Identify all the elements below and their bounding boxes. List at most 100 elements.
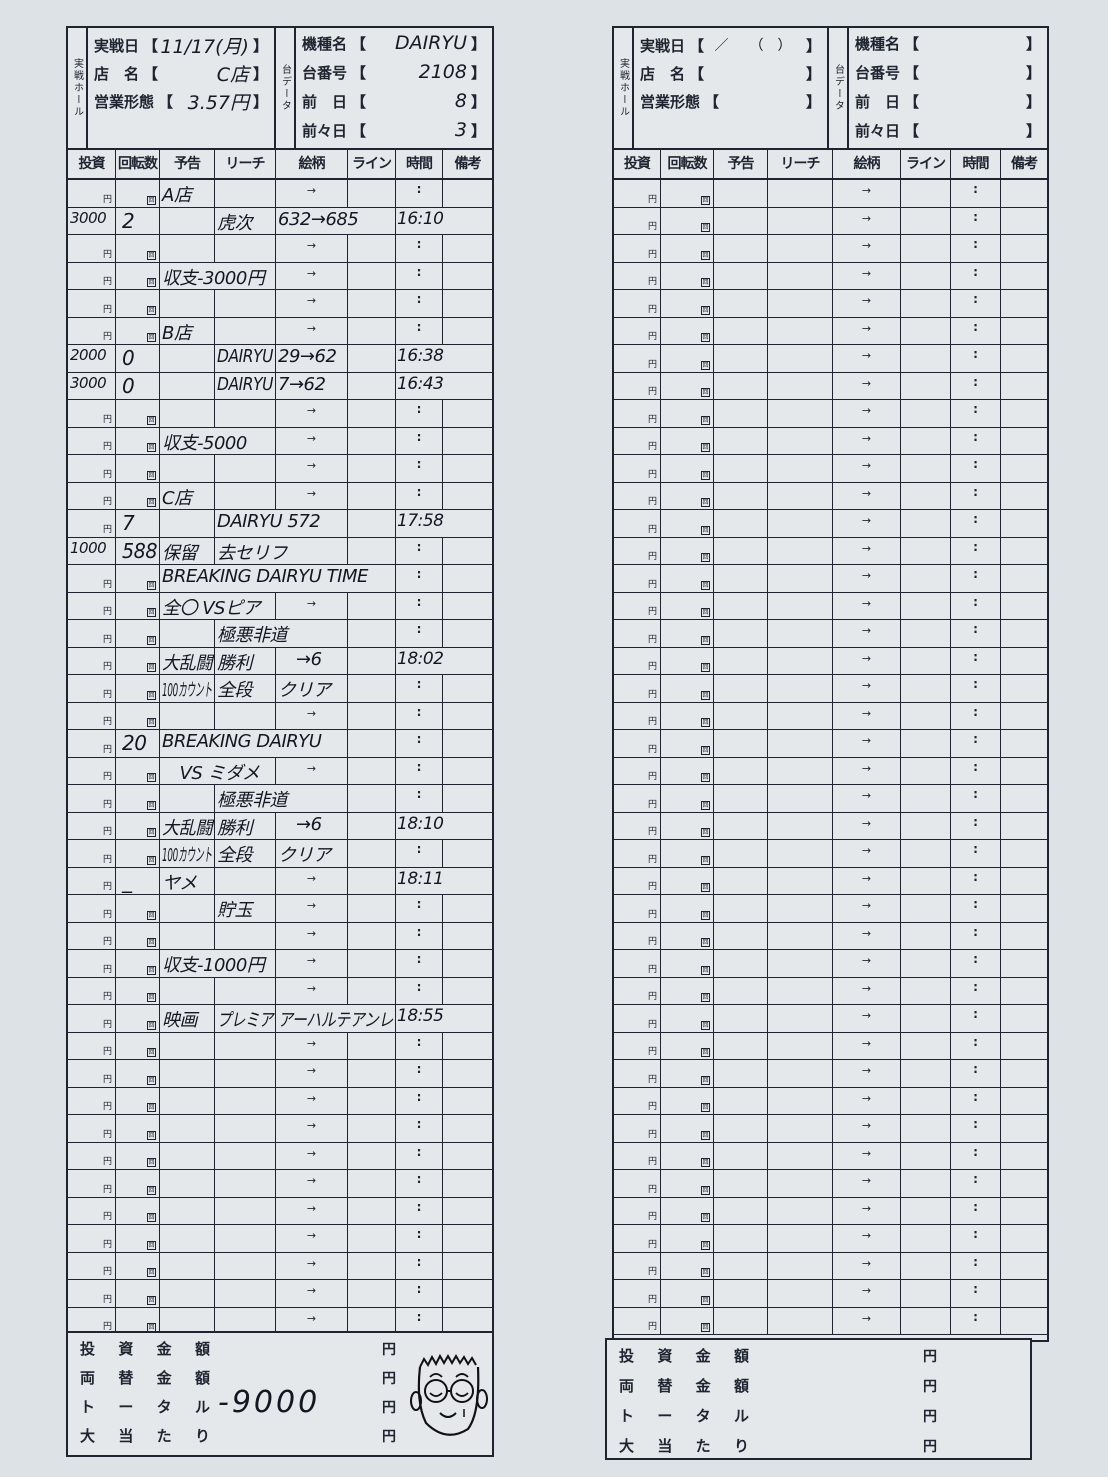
reach-cell[interactable] bbox=[768, 1005, 833, 1032]
reach-cell[interactable]: 全段 bbox=[215, 675, 276, 702]
pattern-cell[interactable]: → bbox=[833, 1252, 901, 1279]
preview-cell[interactable] bbox=[714, 1032, 768, 1059]
pattern-cell[interactable]: → bbox=[833, 455, 901, 482]
reach-cell[interactable] bbox=[215, 235, 276, 262]
spins-cell[interactable]: 回 bbox=[661, 867, 714, 894]
notes-cell[interactable] bbox=[1001, 1225, 1047, 1252]
preview-cell[interactable]: 全〇 VSピア bbox=[160, 592, 276, 619]
prev-day-field[interactable]: 前 日【 】 bbox=[855, 88, 1041, 114]
investment-cell[interactable]: 円 bbox=[614, 565, 661, 592]
spins-cell[interactable]: 回 bbox=[116, 317, 160, 344]
preview-cell[interactable] bbox=[160, 1170, 215, 1197]
time-cell[interactable]: 18:10 bbox=[396, 813, 492, 840]
spins-cell[interactable]: 回 bbox=[116, 1252, 160, 1279]
spins-cell[interactable]: 回 bbox=[116, 1170, 160, 1197]
spins-cell[interactable]: 回 bbox=[116, 592, 160, 619]
time-cell[interactable]: : bbox=[396, 1142, 443, 1169]
time-cell[interactable]: : bbox=[951, 702, 1001, 729]
investment-cell[interactable]: 円 bbox=[614, 345, 661, 372]
pattern-cell[interactable]: → bbox=[833, 565, 901, 592]
notes-cell[interactable] bbox=[443, 1280, 492, 1307]
preview-cell[interactable]: 大乱闘 bbox=[160, 812, 215, 839]
spins-cell[interactable]: 回 bbox=[116, 180, 160, 207]
pattern-cell[interactable]: 632→685 bbox=[276, 207, 396, 234]
time-cell[interactable]: : bbox=[951, 262, 1001, 289]
time-cell[interactable]: 18:02 bbox=[396, 648, 492, 675]
notes-cell[interactable] bbox=[1001, 1280, 1047, 1307]
pattern-cell[interactable]: → bbox=[276, 400, 348, 427]
notes-cell[interactable] bbox=[1001, 235, 1047, 262]
investment-cell[interactable]: 円 bbox=[614, 867, 661, 894]
time-cell[interactable]: : bbox=[951, 565, 1001, 592]
notes-cell[interactable] bbox=[1001, 345, 1047, 372]
investment-cell[interactable]: 円 bbox=[614, 785, 661, 812]
time-cell[interactable]: : bbox=[396, 1197, 443, 1224]
time-cell[interactable]: : bbox=[396, 1307, 443, 1334]
investment-cell[interactable]: 円 bbox=[614, 977, 661, 1004]
time-cell[interactable]: : bbox=[951, 785, 1001, 812]
notes-cell[interactable] bbox=[1001, 1253, 1047, 1280]
time-cell[interactable]: : bbox=[951, 1087, 1001, 1114]
time-cell[interactable]: : bbox=[951, 455, 1001, 482]
investment-cell[interactable]: 円 bbox=[68, 1115, 116, 1142]
preview-cell[interactable] bbox=[160, 400, 215, 427]
line-cell[interactable] bbox=[901, 592, 951, 619]
investment-cell[interactable]: 3000 bbox=[68, 207, 116, 234]
line-cell[interactable] bbox=[348, 1060, 396, 1087]
investment-cell[interactable]: 円 bbox=[614, 592, 661, 619]
pattern-cell[interactable]: → bbox=[833, 235, 901, 262]
investment-cell[interactable]: 円 bbox=[68, 620, 116, 647]
spins-cell[interactable]: 回 bbox=[661, 1225, 714, 1252]
pattern-cell[interactable]: → bbox=[833, 262, 901, 289]
time-cell[interactable]: : bbox=[951, 1197, 1001, 1224]
notes-cell[interactable] bbox=[1001, 208, 1047, 235]
pattern-cell[interactable]: → bbox=[833, 647, 901, 674]
time-cell[interactable]: : bbox=[951, 977, 1001, 1004]
reach-cell[interactable] bbox=[768, 345, 833, 372]
preview-cell[interactable]: C店 bbox=[160, 482, 215, 509]
preview-cell[interactable] bbox=[160, 922, 215, 949]
preview-cell[interactable]: 100カウント bbox=[160, 675, 215, 702]
line-cell[interactable] bbox=[901, 895, 951, 922]
notes-cell[interactable] bbox=[443, 1225, 492, 1252]
reach-cell[interactable] bbox=[215, 1280, 276, 1307]
time-cell[interactable]: : bbox=[396, 1170, 443, 1197]
investment-cell[interactable]: 円 bbox=[614, 675, 661, 702]
notes-cell[interactable] bbox=[443, 538, 492, 565]
preview-cell[interactable] bbox=[160, 785, 215, 812]
line-cell[interactable] bbox=[901, 675, 951, 702]
time-cell[interactable]: : bbox=[396, 427, 443, 454]
notes-cell[interactable] bbox=[443, 290, 492, 317]
reach-cell[interactable] bbox=[768, 702, 833, 729]
spins-cell[interactable]: 回 bbox=[661, 977, 714, 1004]
investment-cell[interactable]: 円 bbox=[68, 702, 116, 729]
investment-cell[interactable]: 円 bbox=[68, 1307, 116, 1334]
spins-cell[interactable]: 回 bbox=[661, 812, 714, 839]
pattern-cell[interactable]: →6 bbox=[276, 812, 348, 839]
line-cell[interactable] bbox=[901, 812, 951, 839]
preview-cell[interactable] bbox=[714, 1307, 768, 1334]
reach-cell[interactable] bbox=[768, 565, 833, 592]
investment-cell[interactable]: 円 bbox=[614, 647, 661, 674]
reach-cell[interactable] bbox=[768, 1060, 833, 1087]
notes-cell[interactable] bbox=[443, 483, 492, 510]
time-cell[interactable]: : bbox=[951, 950, 1001, 977]
preview-cell[interactable]: A店 bbox=[160, 180, 215, 207]
spins-cell[interactable]: 回 bbox=[116, 235, 160, 262]
spins-cell[interactable]: 回 bbox=[661, 1032, 714, 1059]
pattern-cell[interactable]: → bbox=[833, 812, 901, 839]
spins-cell[interactable]: 回 bbox=[661, 1142, 714, 1169]
investment-cell[interactable]: 円 bbox=[614, 400, 661, 427]
notes-cell[interactable] bbox=[443, 1088, 492, 1115]
investment-cell[interactable]: 円 bbox=[614, 730, 661, 757]
reach-cell[interactable] bbox=[768, 1280, 833, 1307]
spins-cell[interactable]: 回 bbox=[116, 647, 160, 674]
time-cell[interactable]: : bbox=[951, 1170, 1001, 1197]
notes-cell[interactable] bbox=[1001, 703, 1047, 730]
pattern-cell[interactable]: 29→62 bbox=[276, 345, 348, 372]
reach-cell[interactable] bbox=[215, 1307, 276, 1334]
preview-cell[interactable] bbox=[714, 427, 768, 454]
preview-cell[interactable] bbox=[714, 592, 768, 619]
reach-cell[interactable]: DAIRYU bbox=[215, 345, 276, 372]
line-cell[interactable] bbox=[901, 1280, 951, 1307]
